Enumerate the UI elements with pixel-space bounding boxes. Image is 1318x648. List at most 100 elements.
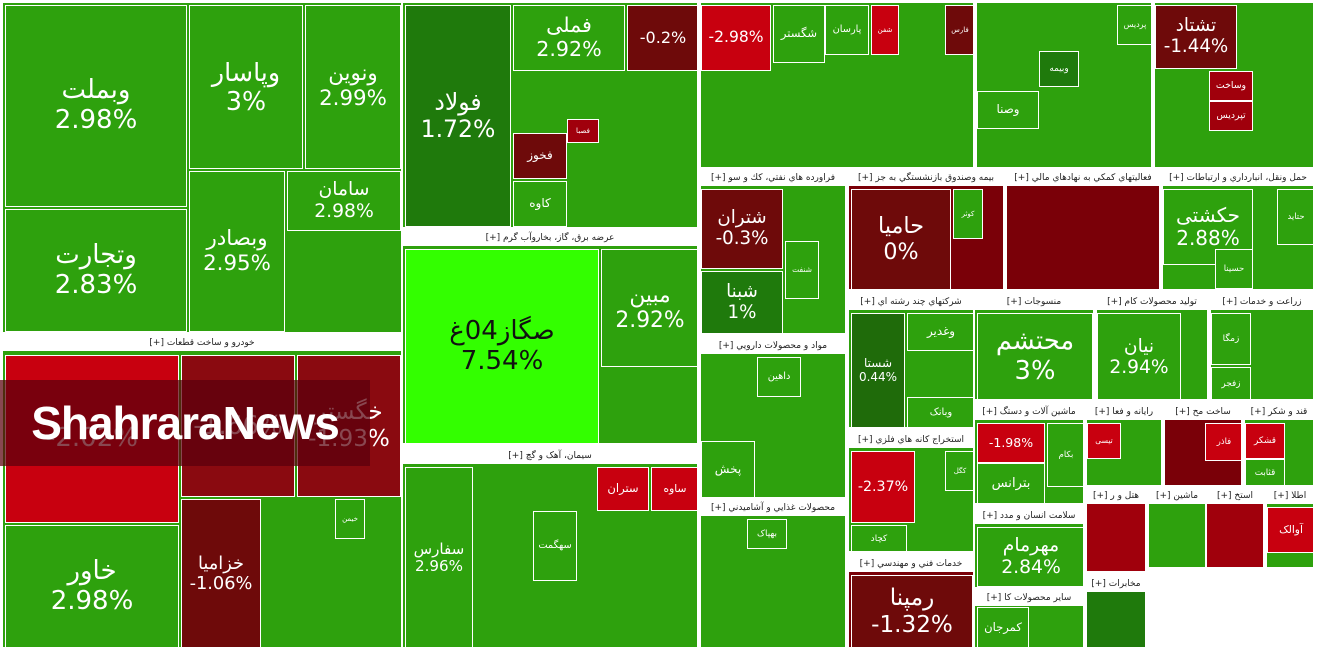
stock-tile: فخوز — [513, 133, 567, 179]
stock-tile: شبنا 1% — [701, 271, 783, 333]
stock-tile: حتاید — [1277, 189, 1313, 245]
stock-symbol: شگستر — [780, 26, 818, 41]
stock-symbol: بهپاک — [757, 528, 777, 539]
stock-change: -1.44% — [1163, 36, 1229, 57]
sector: ماشين آلات و دستگ [+] بکام بترانس -1.98% — [974, 404, 1084, 504]
sector: وبملت 2.98% وتجارت 2.83% وپاسار 3% ونوین 2.99% و… — [2, 2, 402, 333]
sector: اطلا [+] آوالک — [1266, 488, 1314, 568]
stock-tile: سهگمت — [533, 511, 577, 581]
sector-title: هتل و ر [+] — [1087, 489, 1145, 504]
stock-symbol: کوثر — [961, 209, 975, 218]
stock-symbol: آوالک — [1279, 522, 1303, 536]
stock-symbol: بترانس — [991, 476, 1031, 492]
stock-symbol: کاوه — [529, 196, 551, 211]
sector-title: ساخت مح [+] — [1165, 405, 1241, 420]
sector-title: بيمه وصندوق بازنشستگي به جز [+] — [849, 171, 1003, 186]
stock-tile: وغدیر — [907, 313, 973, 351]
stock-tile: وتجارت 2.83% — [5, 209, 187, 332]
stock-tile: زفجر — [1211, 367, 1251, 399]
stock-symbol: وبیمه — [1049, 63, 1069, 74]
sector: مخابرات [+] — [1086, 576, 1146, 648]
sector: فولاد 1.72% فملی 2.92% -0.2% فخوز کاوه فصبا — [402, 2, 698, 228]
sector: شركتهاي چند رشته اي [+] شستا 0.44% وغدیر وبا… — [848, 294, 974, 428]
sector-title: فعاليتهاي كمكي به نهادهاي مالي [+] — [1007, 171, 1159, 186]
stock-tile: بترانس — [977, 463, 1045, 503]
stock-tile: شگستر — [773, 5, 825, 63]
sector: استخراج كانه هاي فلزي [+] -2.37% کگل کچاد — [848, 432, 974, 552]
stock-change: -0.3% — [715, 228, 769, 249]
sector: قند و شكر [+] قشکر قثابت — [1244, 404, 1314, 486]
stock-symbol: ساوه — [663, 481, 687, 495]
stock-symbol: پخش — [714, 462, 742, 477]
stock-tile: سفارس 2.96% — [405, 467, 473, 647]
stock-tile: پردیس — [1117, 5, 1151, 45]
stock-tile: کچاد — [851, 525, 907, 551]
stock-tile: ساوه — [651, 467, 697, 511]
stock-tile: قشکر — [1245, 423, 1285, 459]
stock-tile: وساخت — [1209, 71, 1253, 101]
stock-symbol: سامان — [318, 179, 370, 201]
sector-title: خدمات فني و مهندسي [+] — [849, 557, 973, 572]
sector: زراعت و خدمات [+] زمگا زفجر — [1210, 294, 1314, 400]
stock-tile: تپرديس — [1209, 101, 1253, 131]
stock-change: 0% — [883, 239, 919, 265]
stock-tile: کاوه — [513, 181, 567, 227]
stock-tile: خزامیا -1.06% — [181, 499, 261, 647]
stock-change: -1.32% — [871, 612, 953, 638]
stock-tile: شتران -0.3% — [701, 189, 783, 269]
stock-symbol: محتشم — [995, 326, 1075, 357]
sector-title: توليد محصولات كام [+] — [1097, 295, 1207, 310]
stock-tile: داهين — [757, 357, 801, 397]
sector: رايانه و فعا [+] تیسی — [1086, 404, 1162, 486]
stock-change: -2.98% — [708, 28, 764, 47]
stock-tile: مهرمام 2.84% — [977, 527, 1083, 587]
stock-tile: بکام — [1047, 423, 1083, 487]
sector-title: حمل ونقل، انبارداري و ارتباطات [+] — [1163, 171, 1313, 186]
stock-symbol: شنفت — [792, 264, 812, 274]
stock-tile: -2.37% — [851, 451, 915, 523]
stock-symbol: رمپنا — [889, 585, 935, 612]
stock-symbol: زفجر — [1221, 378, 1241, 389]
stock-tile: فاذر — [1205, 423, 1241, 461]
stock-symbol: وصنا — [996, 102, 1020, 117]
stock-change: -2.37% — [857, 478, 909, 495]
sector-title: عرضه برق، گاز، بخاروآب گرم [+] — [403, 231, 697, 246]
stock-change: 2.96% — [415, 557, 463, 575]
stock-symbol: فاذر — [1216, 436, 1232, 447]
sector-title: منسوجات [+] — [975, 295, 1093, 310]
stock-symbol: شبنا — [726, 281, 758, 303]
stock-symbol: نیان — [1123, 335, 1155, 357]
stock-tile: سامان 2.98% — [287, 171, 401, 231]
sector-title: اطلا [+] — [1267, 489, 1313, 504]
stock-tile: بهپاک — [747, 519, 787, 549]
stock-change: 2.88% — [1176, 226, 1240, 250]
sector-title: ماشين [+] — [1149, 489, 1205, 504]
stock-change: 2.95% — [203, 250, 271, 276]
stock-change: -1.98% — [988, 434, 1034, 450]
stock-tile: فصبا — [567, 119, 599, 143]
stock-symbol: وتجارت — [55, 239, 137, 270]
stock-symbol: بکام — [1058, 449, 1074, 460]
stock-change: 2.94% — [1109, 357, 1169, 378]
stock-change: 2.98% — [314, 201, 374, 222]
sector: بيمه وصندوق بازنشستگي به جز [+] حامیا 0% کو… — [848, 170, 1004, 290]
stock-symbol: کگل — [953, 466, 967, 475]
stock-change: -0.2% — [639, 27, 687, 47]
stock-symbol: قشکر — [1254, 435, 1276, 446]
sector: سیمان، آهک و گچ [+] سفارس 2.96% ستران ساوه سه… — [402, 448, 698, 648]
stock-symbol: خزامیا — [197, 553, 244, 574]
stock-change: 2.83% — [54, 269, 138, 300]
sector-title: زراعت و خدمات [+] — [1211, 295, 1313, 310]
stock-change: 3% — [1014, 356, 1056, 386]
stock-tile: زمگا — [1211, 313, 1251, 365]
stock-symbol: صگاز04غ — [449, 316, 555, 347]
stock-symbol: وبصادر — [206, 225, 268, 251]
stock-tile: -2.98% — [701, 5, 771, 71]
stock-symbol: تشتاد — [1175, 15, 1217, 37]
stock-symbol: حامیا — [878, 213, 924, 240]
stock-tile: تیسی — [1087, 423, 1121, 459]
sector-title: سلامت انسان و مدد [+] — [975, 509, 1083, 524]
stock-symbol: کچاد — [870, 533, 888, 544]
stock-tile: صگاز04غ 7.54% — [405, 249, 599, 443]
